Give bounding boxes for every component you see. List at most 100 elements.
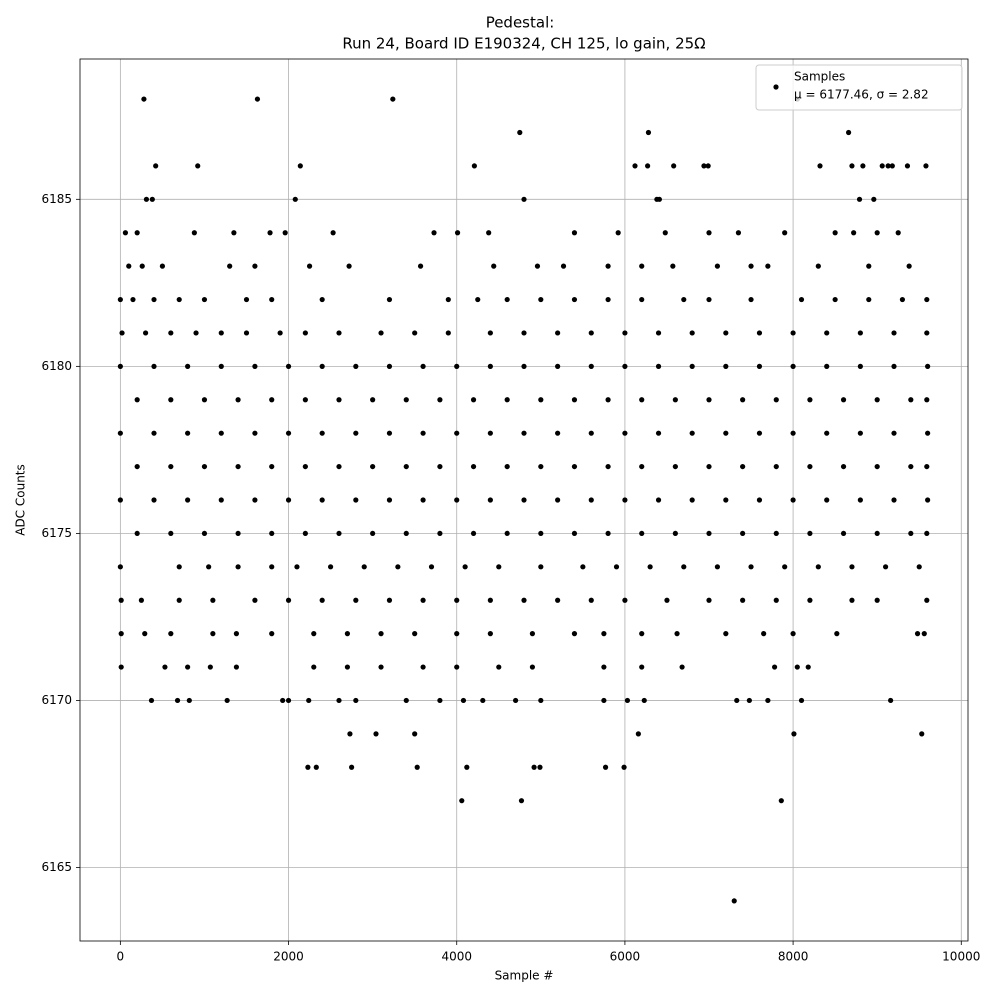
point [840, 397, 847, 403]
x-tick-label: 2000 [273, 950, 304, 964]
point [517, 129, 523, 136]
point [555, 597, 561, 603]
point [824, 430, 830, 436]
point [681, 296, 687, 303]
point [134, 230, 140, 236]
point [857, 330, 863, 336]
point [924, 296, 930, 303]
point [201, 530, 208, 537]
point [378, 664, 384, 670]
point [906, 263, 912, 269]
point [723, 330, 729, 336]
point [353, 497, 359, 503]
point [191, 230, 197, 236]
point [622, 597, 628, 603]
point [210, 597, 216, 603]
point [807, 530, 813, 537]
point [454, 497, 460, 503]
point [807, 397, 813, 403]
y-axis-label: ADC Counts [14, 464, 28, 536]
point [386, 296, 393, 303]
point [454, 631, 460, 637]
point [218, 497, 224, 503]
point [243, 296, 250, 303]
point [420, 664, 426, 670]
point [856, 196, 863, 202]
point [807, 597, 813, 603]
point [126, 263, 132, 269]
point [412, 731, 418, 737]
point [529, 631, 536, 637]
point [924, 397, 930, 403]
point [193, 330, 199, 336]
point [706, 296, 712, 303]
point [908, 397, 914, 403]
point [302, 330, 308, 336]
point [512, 697, 519, 704]
point [601, 664, 607, 670]
point [706, 397, 712, 403]
point [560, 263, 567, 269]
point [874, 463, 880, 470]
point [714, 564, 721, 570]
legend-marker [773, 84, 779, 90]
point [857, 363, 863, 369]
point [149, 196, 155, 202]
point [555, 430, 561, 436]
point [740, 397, 746, 403]
point [428, 564, 435, 570]
point [778, 798, 784, 804]
point [632, 163, 638, 169]
point [672, 530, 678, 537]
point [330, 230, 336, 236]
point [794, 664, 800, 670]
point [464, 764, 470, 770]
point [302, 530, 308, 537]
point [849, 163, 855, 169]
point [269, 463, 275, 470]
x-tick-label: 8000 [778, 950, 809, 964]
point [571, 463, 578, 470]
point [921, 631, 927, 637]
point [353, 597, 359, 603]
point [679, 664, 685, 670]
point [815, 263, 821, 269]
point [370, 530, 376, 537]
point [277, 330, 283, 336]
point [285, 430, 292, 436]
point [504, 397, 510, 403]
point [153, 163, 159, 169]
point [645, 163, 651, 169]
point [252, 430, 258, 436]
point [319, 430, 325, 436]
point [420, 363, 426, 369]
point [252, 497, 258, 503]
point [195, 163, 201, 169]
point [672, 397, 678, 403]
point [655, 430, 662, 436]
x-axis-label: Sample # [495, 969, 554, 983]
point [344, 631, 351, 637]
point [176, 296, 182, 303]
point [641, 697, 647, 704]
point [176, 597, 182, 603]
point [454, 664, 460, 670]
point [346, 263, 352, 269]
point [849, 597, 855, 603]
point [531, 764, 537, 770]
point [849, 564, 855, 570]
point [282, 230, 288, 236]
point [891, 363, 897, 369]
point [588, 497, 594, 503]
point [134, 463, 140, 470]
point [454, 230, 461, 236]
plot-frame [79, 58, 969, 942]
point [756, 363, 763, 369]
point [656, 196, 662, 202]
point [252, 263, 258, 269]
point [185, 430, 191, 436]
point [790, 497, 796, 503]
point [414, 764, 420, 770]
point [817, 163, 823, 169]
